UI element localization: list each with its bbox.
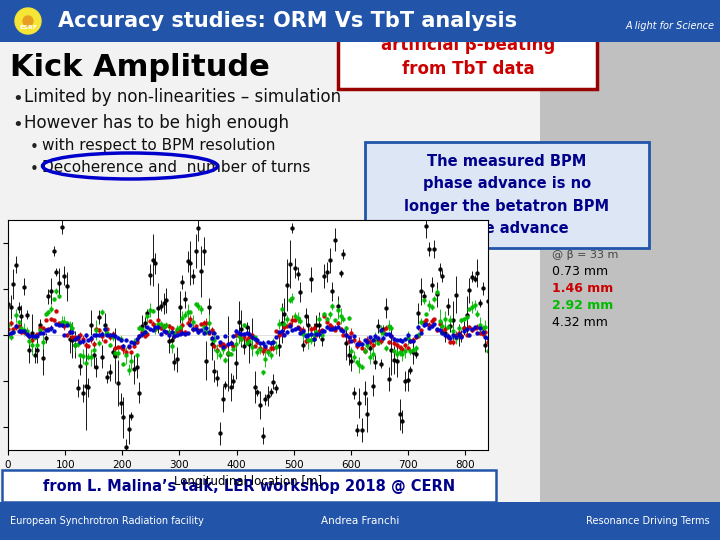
Text: •: • xyxy=(12,116,23,134)
Circle shape xyxy=(23,16,33,26)
Text: ESRF: ESRF xyxy=(19,25,37,30)
Bar xyxy=(0,42,540,502)
Text: Accuracy studies: ORM Vs TbT analysis: Accuracy studies: ORM Vs TbT analysis xyxy=(58,11,517,31)
Text: A light for Science: A light for Science xyxy=(626,21,715,31)
Bar xyxy=(0,0,720,42)
Circle shape xyxy=(15,8,41,34)
Text: 0.73 mm: 0.73 mm xyxy=(552,265,608,278)
Text: 1.46 mm: 1.46 mm xyxy=(552,282,613,295)
FancyBboxPatch shape xyxy=(338,25,597,89)
Text: Kick Amplitude: Kick Amplitude xyxy=(10,53,270,82)
Text: from L. Malina’s talk, LER workshop 2018 @ CERN: from L. Malina’s talk, LER workshop 2018… xyxy=(43,478,455,494)
X-axis label: Longitudinal location [m]: Longitudinal location [m] xyxy=(174,475,322,488)
Text: European Synchrotron Radiation facility: European Synchrotron Radiation facility xyxy=(10,516,204,526)
FancyBboxPatch shape xyxy=(365,142,649,248)
Text: However has to be high enough: However has to be high enough xyxy=(24,114,289,132)
Text: •: • xyxy=(30,140,39,155)
Text: Limited by non-linearities – simulation: Limited by non-linearities – simulation xyxy=(24,88,341,106)
Text: Resonance Driving Terms: Resonance Driving Terms xyxy=(586,516,710,526)
FancyBboxPatch shape xyxy=(2,470,496,502)
Text: artificial β-beating
from TbT data: artificial β-beating from TbT data xyxy=(381,36,555,78)
Text: 2.92 mm: 2.92 mm xyxy=(552,299,613,312)
Text: •: • xyxy=(30,162,39,177)
Text: Andrea Franchi: Andrea Franchi xyxy=(321,516,399,526)
Text: Decoherence and  number of turns: Decoherence and number of turns xyxy=(42,160,310,175)
Text: •: • xyxy=(12,90,23,108)
Text: @ β = 33 m: @ β = 33 m xyxy=(552,250,618,260)
Text: 4.32 mm: 4.32 mm xyxy=(552,316,608,329)
Bar xyxy=(0,502,720,540)
Text: The measured BPM
phase advance is no
longer the betatron BPM
phase advance: The measured BPM phase advance is no lon… xyxy=(405,154,610,236)
Text: with respect to BPM resolution: with respect to BPM resolution xyxy=(42,138,275,153)
Bar xyxy=(540,42,720,502)
